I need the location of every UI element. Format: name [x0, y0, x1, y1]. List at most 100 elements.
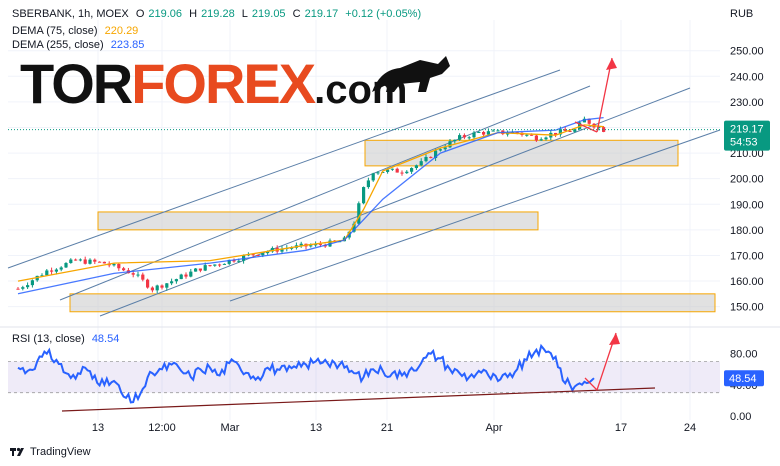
time-tick-label: 13	[92, 422, 104, 434]
candle-body	[198, 268, 202, 271]
symbol-label[interactable]: SBERBANK, 1h, MOEX	[12, 8, 129, 20]
candle-body	[486, 131, 490, 135]
candle-body	[405, 171, 409, 174]
time-tick-label: 12:00	[148, 422, 176, 434]
dema75-line	[17, 124, 604, 282]
candle-body	[150, 287, 154, 291]
dema75-label: DEMA (75, close)	[12, 25, 98, 37]
candle-body	[160, 285, 164, 288]
rsi-current-badge	[724, 370, 764, 387]
rsi-value: 48.54	[91, 333, 120, 345]
price-tick-label: 250.00	[730, 46, 764, 58]
logo-part-forex: FOREX	[131, 52, 316, 115]
currency-label: RUB	[730, 8, 754, 20]
candle-body	[290, 247, 294, 249]
rsi-header[interactable]: RSI (13, close) 48.54	[12, 333, 123, 345]
candle-body	[93, 259, 97, 262]
price-tick-label: 180.00	[730, 225, 764, 237]
candle-body	[50, 270, 54, 272]
trend-line	[7, 69, 561, 269]
candle-body	[232, 259, 236, 262]
open-label: O	[135, 8, 145, 20]
candle-body	[530, 134, 534, 136]
candle-body	[472, 132, 476, 138]
axes: 150.00160.00170.00180.00190.00200.00210.…	[8, 46, 770, 434]
low-value: 219.05	[251, 8, 286, 20]
candle-body	[54, 269, 58, 272]
candle-body	[141, 274, 145, 280]
candle-body	[59, 267, 63, 270]
bull-icon	[372, 56, 450, 92]
candle-body	[117, 263, 121, 269]
candle-body	[563, 129, 567, 131]
dema-lines	[17, 116, 604, 295]
candle-body	[458, 135, 462, 140]
dema255-legend[interactable]: DEMA (255, close) 223.85	[12, 39, 148, 51]
candle-body	[582, 118, 586, 123]
trend-line	[229, 129, 721, 302]
price-tick-label: 170.00	[730, 250, 764, 262]
time-tick-label: Apr	[485, 422, 502, 434]
candle-body	[189, 271, 193, 277]
price-tick-label: 200.00	[730, 174, 764, 186]
candle-body	[30, 280, 34, 286]
candle-body	[386, 169, 390, 172]
dema75-legend[interactable]: DEMA (75, close) 220.29	[12, 25, 142, 37]
candle-body	[496, 130, 500, 132]
candle-body	[477, 131, 481, 133]
candle-body	[414, 165, 418, 169]
candle-body	[515, 131, 519, 133]
candle-body	[462, 135, 466, 138]
rsi-tick-label: 0.00	[730, 411, 751, 423]
candle-body	[69, 259, 73, 264]
candle-body	[544, 137, 548, 140]
price-tick-label: 160.00	[730, 276, 764, 288]
trend-line	[99, 87, 691, 317]
candle-body	[419, 161, 423, 166]
candle-body	[280, 248, 284, 252]
candle-body	[578, 122, 582, 130]
candle-body	[602, 127, 606, 132]
rsi-current-text: 48.54	[729, 373, 757, 385]
candle-body	[266, 251, 270, 254]
candle-body	[400, 172, 404, 174]
tradingview-logo-icon	[10, 447, 24, 456]
tradingview-footer[interactable]: TradingView	[10, 446, 91, 458]
candle-body	[213, 264, 217, 266]
ohlc-header: SBERBANK, 1h, MOEX O 219.06 H 219.28 L 219.…	[12, 8, 425, 20]
candle-body	[74, 259, 78, 261]
dema255-label: DEMA (255, close)	[12, 39, 104, 51]
candle-body	[482, 131, 486, 135]
candle-body	[40, 275, 44, 277]
candle-body	[362, 187, 366, 204]
logo-part-com: .com	[314, 68, 408, 112]
candle-body	[424, 156, 428, 162]
candle-body	[146, 279, 150, 288]
candle-body	[256, 254, 260, 256]
candle-body	[299, 243, 303, 246]
candle-body	[410, 168, 414, 172]
candle-body	[534, 135, 538, 141]
candle-body	[16, 288, 20, 290]
candle-body	[318, 243, 322, 245]
candle-body	[122, 268, 126, 271]
candle-body	[554, 132, 558, 135]
candle-body	[155, 285, 159, 291]
candle-body	[26, 285, 30, 288]
candle-body	[131, 273, 135, 275]
candle-body	[98, 261, 102, 263]
candle-body	[194, 268, 198, 272]
candle-body	[45, 270, 49, 276]
price-tick-label: 210.00	[730, 148, 764, 160]
current-price-text: 219.17	[730, 124, 764, 136]
rsi-trend-line	[61, 387, 656, 412]
candle-body	[78, 259, 82, 261]
time-tick-label: Mar	[221, 422, 240, 434]
candle-body	[443, 147, 447, 150]
candle-body	[102, 261, 106, 264]
candle-body	[357, 203, 361, 224]
price-tick-label: 230.00	[730, 97, 764, 109]
arrow-head	[606, 58, 617, 70]
candle-body	[136, 274, 140, 276]
